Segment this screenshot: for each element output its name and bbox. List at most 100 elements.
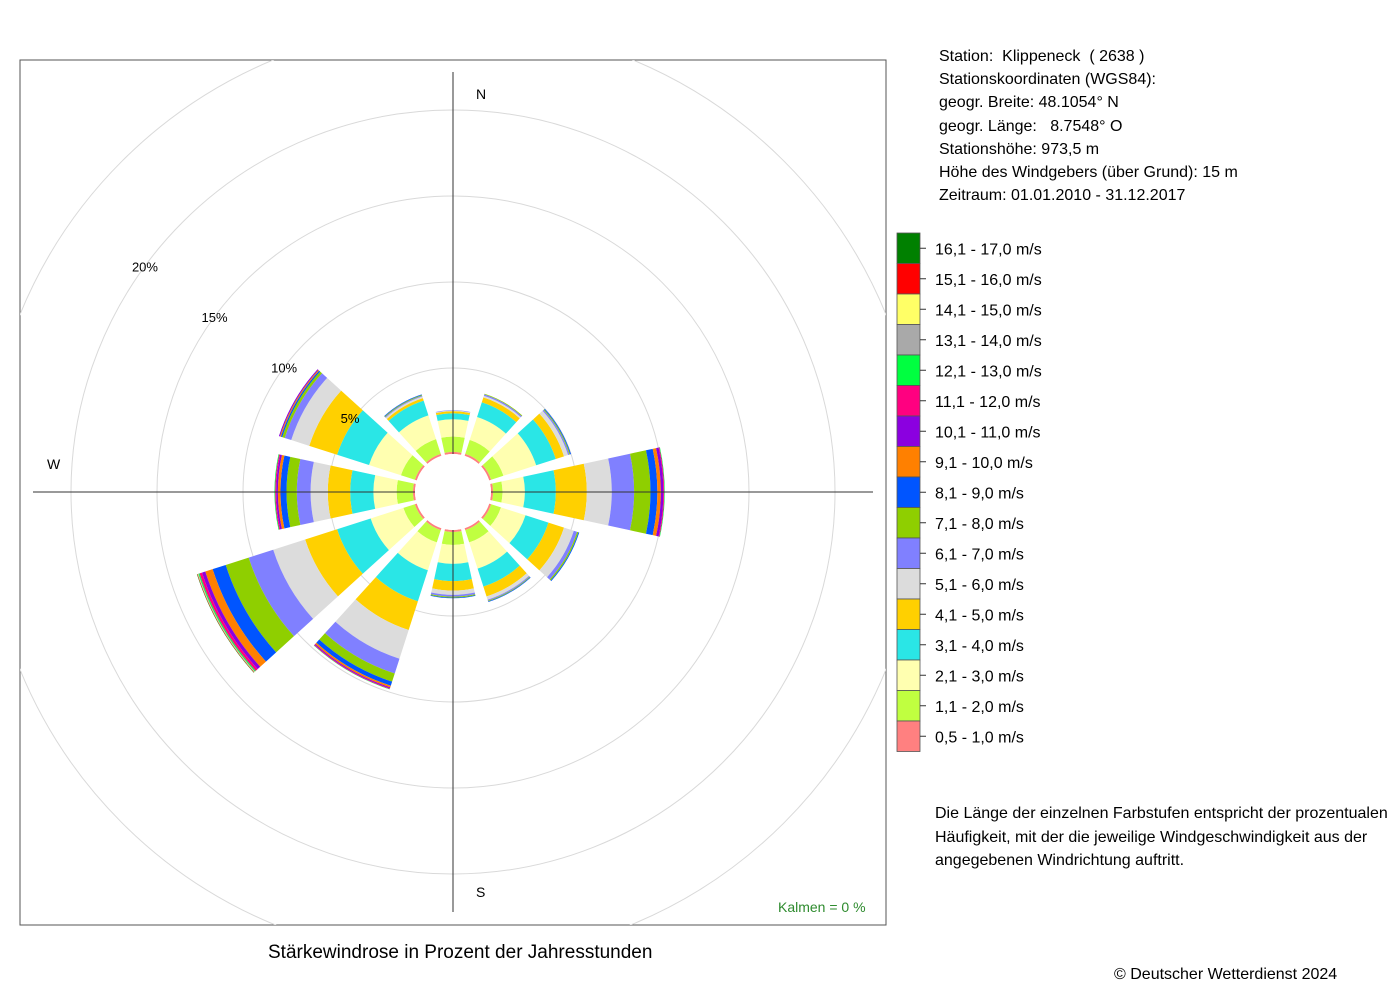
rose-segment-dir90-class11 xyxy=(658,447,665,537)
rose-segment-dir180-class6 xyxy=(430,592,476,597)
legend-label: 9,1 - 10,0 m/s xyxy=(935,455,1033,472)
west-label: W xyxy=(47,456,61,472)
legend-label: 6,1 - 7,0 m/s xyxy=(935,546,1024,563)
rose-segment-dir30-class2 xyxy=(469,417,506,452)
legend-swatch xyxy=(896,537,921,569)
north-label: N xyxy=(476,86,486,102)
legend-swatch xyxy=(896,659,921,691)
legend-label: 2,1 - 3,0 m/s xyxy=(935,668,1024,685)
rose-segment-dir150-class0 xyxy=(464,520,480,531)
legend-swatch xyxy=(896,720,921,752)
legend-label: 13,1 - 14,0 m/s xyxy=(935,333,1042,350)
rose-segment-dir90-class12 xyxy=(659,447,665,537)
rose-segment-dir60-class4 xyxy=(533,413,565,459)
rose-segment-dir240-class8 xyxy=(212,564,277,662)
legend-swatch xyxy=(896,507,921,539)
legend-swatch xyxy=(896,446,921,478)
rose-segment-dir330-class2 xyxy=(398,415,437,451)
rose-segment-dir270-class12 xyxy=(274,454,280,530)
rose-segment-dir330-class1 xyxy=(415,439,441,463)
tick-labels: 5% 10% 15% 20% xyxy=(132,259,360,426)
rose-segment-dir120-class4 xyxy=(527,522,565,571)
legend-label: 8,1 - 9,0 m/s xyxy=(935,485,1024,502)
rose-segment-dir240-class11 xyxy=(199,572,258,671)
rose-segment-dir300-class2 xyxy=(368,432,413,476)
rose-segment-dir330-class5 xyxy=(385,396,423,419)
rose-segment-dir30-class6 xyxy=(483,394,522,418)
rose-segment-dir120-class3 xyxy=(509,515,549,560)
legend-swatch xyxy=(896,415,921,447)
legend-label: 5,1 - 6,0 m/s xyxy=(935,577,1024,594)
station-height: Stationshöhe: 973,5 m xyxy=(939,140,1100,158)
rose-segment-dir0-class6 xyxy=(435,410,471,413)
rose-segment-dir60-class3 xyxy=(517,419,556,466)
rose-segment-dir30-class4 xyxy=(481,397,520,423)
explanation-note: Die Länge der einzelnen Farbstufen entsp… xyxy=(935,805,1388,869)
radial-tick-label: 15% xyxy=(202,310,228,325)
legend-swatch xyxy=(896,324,921,356)
legend-swatch xyxy=(896,354,921,386)
rose-segment-dir330-class4 xyxy=(386,398,424,421)
rose-segment-dir180-class8 xyxy=(430,595,476,599)
legend-swatch xyxy=(896,263,921,295)
rose-segment-dir120-class5 xyxy=(539,527,574,578)
rose-segment-dir90-class10 xyxy=(656,447,664,537)
rose-segment-dir270-class10 xyxy=(276,454,282,530)
station-longitude: geogr. Länge: 8.7548° O xyxy=(939,117,1123,135)
rose-segment-dir240-class1 xyxy=(403,504,424,527)
rose-segment-dir150-class5 xyxy=(486,573,530,600)
rose-segment-dir0-class5 xyxy=(435,410,471,413)
rose-segment-dir150-class2 xyxy=(469,531,508,569)
rose-segment-dir240-class7 xyxy=(225,557,294,653)
rose-segment-dir60-class2 xyxy=(492,433,537,476)
radial-tick-label: 10% xyxy=(271,361,297,376)
station-info: Station: Klippeneck ( 2638 ) Stationskoo… xyxy=(939,45,1238,207)
legend-swatch xyxy=(896,476,921,508)
legend-label: 3,1 - 4,0 m/s xyxy=(935,638,1024,655)
rose-segment-dir300-class1 xyxy=(400,455,424,480)
period: Zeitraum: 01.01.2010 - 31.12.2017 xyxy=(939,187,1186,205)
legend: 16,1 - 17,0 m/s 15,1 - 16,0 m/s 14,1 - 15,… xyxy=(896,232,1042,752)
rose-segment-dir270-class11 xyxy=(275,454,281,530)
rose-segment-dir60-class5 xyxy=(539,410,569,457)
rose-segment-dir330-class3 xyxy=(388,400,429,433)
radial-tick-label: 5% xyxy=(341,411,360,426)
legend-swatch xyxy=(896,385,921,417)
rose-segment-dir210-class0 xyxy=(426,520,442,531)
rose-segment-dir210-class5 xyxy=(335,599,409,659)
anemometer-height: Höhe des Windgebers (über Grund): 15 m xyxy=(939,164,1238,182)
rose-segment-dir210-class4 xyxy=(355,577,418,631)
rose-segment-dir300-class7 xyxy=(282,371,323,438)
rose-segment-dir240-class9 xyxy=(205,569,266,667)
rose-segment-dir240-class5 xyxy=(273,539,338,619)
rose-segment-dir30-class1 xyxy=(465,439,490,463)
legend-label: 12,1 - 13,0 m/s xyxy=(935,363,1042,380)
rose-segment-dir120-class0 xyxy=(481,503,492,519)
calm-label: Kalmen = 0 % xyxy=(778,899,866,915)
legend-swatch xyxy=(896,568,921,600)
rose-segment-dir30-class5 xyxy=(483,395,521,419)
rose-segment-dir120-class6 xyxy=(547,530,578,580)
copyright: © Deutscher Wetterdienst 2024 xyxy=(1114,966,1338,983)
legend-label: 16,1 - 17,0 m/s xyxy=(935,241,1042,258)
station-latitude: geogr. Breite: 48.1054° N xyxy=(939,94,1119,112)
rose-segment-dir240-class6 xyxy=(248,549,314,637)
rose-segment-dir180-class7 xyxy=(430,594,476,598)
rose-segment-dir300-class3 xyxy=(337,410,388,466)
calm-disc-circle xyxy=(415,454,491,530)
legend-label: 4,1 - 5,0 m/s xyxy=(935,607,1024,624)
legend-label: 7,1 - 8,0 m/s xyxy=(935,516,1024,533)
legend-label: 10,1 - 11,0 m/s xyxy=(935,424,1041,441)
rose-segment-dir120-class1 xyxy=(482,504,501,526)
rose-segment-dir60-class0 xyxy=(481,465,492,481)
rose-segment-dir210-class2 xyxy=(397,531,437,571)
rose-segment-dir210-class1 xyxy=(417,521,441,543)
rose-segment-dir210-class6 xyxy=(324,621,400,674)
rose-segment-dir300-class4 xyxy=(309,390,363,455)
radial-tick-label: 20% xyxy=(132,259,158,274)
rose-segment-dir300-class5 xyxy=(291,377,342,446)
rose-segment-dir60-class1 xyxy=(482,456,504,480)
plot-frame xyxy=(19,59,887,926)
rose-segment-dir240-class10 xyxy=(201,571,261,670)
rose-segment-dir210-class7 xyxy=(319,633,395,682)
